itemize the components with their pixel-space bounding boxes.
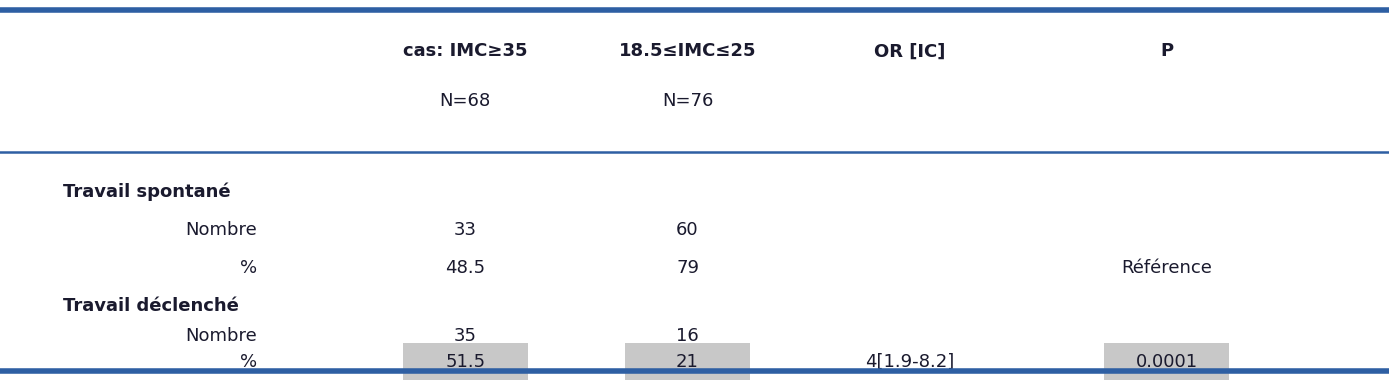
Text: N=68: N=68	[440, 92, 490, 110]
Text: 51.5: 51.5	[446, 353, 485, 371]
Text: Travail spontané: Travail spontané	[63, 183, 231, 201]
Text: Nombre: Nombre	[185, 327, 257, 345]
Text: N=76: N=76	[663, 92, 713, 110]
Text: Référence: Référence	[1121, 259, 1213, 277]
Text: %: %	[240, 259, 257, 277]
Text: Travail déclenché: Travail déclenché	[63, 297, 239, 315]
Text: P: P	[1160, 42, 1174, 60]
Text: 18.5≤IMC≤25: 18.5≤IMC≤25	[619, 42, 756, 60]
Text: 16: 16	[676, 327, 699, 345]
Text: OR [IC]: OR [IC]	[874, 42, 946, 60]
FancyBboxPatch shape	[625, 343, 750, 380]
Text: cas: IMC≥35: cas: IMC≥35	[403, 42, 528, 60]
Text: 60: 60	[676, 221, 699, 239]
Text: Nombre: Nombre	[185, 221, 257, 239]
Text: 0.0001: 0.0001	[1136, 353, 1197, 371]
FancyBboxPatch shape	[1104, 343, 1229, 380]
Text: 33: 33	[454, 221, 476, 239]
FancyBboxPatch shape	[403, 343, 528, 380]
Text: 48.5: 48.5	[446, 259, 485, 277]
Text: 21: 21	[676, 353, 699, 371]
Text: 4[1.9-8.2]: 4[1.9-8.2]	[865, 353, 954, 371]
Text: 35: 35	[454, 327, 476, 345]
Text: 79: 79	[676, 259, 699, 277]
Text: %: %	[240, 353, 257, 371]
